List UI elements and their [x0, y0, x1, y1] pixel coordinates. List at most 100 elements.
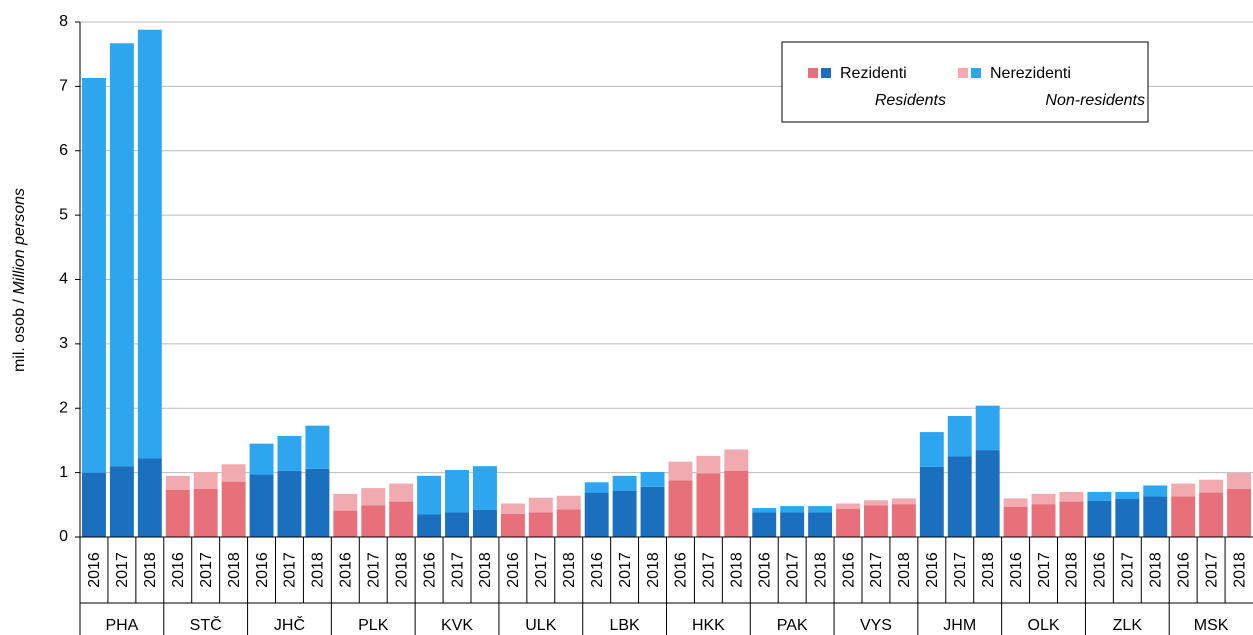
- bar-segment: [1087, 491, 1112, 501]
- y-label-cs: mil. osob /: [11, 299, 28, 372]
- bar-segment: [221, 464, 246, 482]
- x-tick-label: 2016: [1175, 552, 1192, 588]
- bar-segment: [473, 509, 497, 537]
- x-tick-label: 2018: [896, 552, 913, 588]
- bar-segment: [724, 470, 749, 537]
- bar-segment: [500, 513, 525, 537]
- x-tick-label: 2016: [673, 552, 690, 588]
- x-tick-label: 2017: [198, 552, 215, 588]
- bar-segment: [389, 501, 414, 537]
- group-label: PLK: [358, 617, 389, 634]
- x-tick-label: 2016: [170, 552, 187, 588]
- bar-segment: [249, 443, 274, 475]
- x-tick-label: 2017: [1036, 552, 1053, 588]
- y-tick-label: 0: [59, 528, 68, 545]
- bar-segment: [864, 505, 888, 537]
- bar-segment: [1059, 501, 1084, 537]
- bar-segment: [891, 504, 916, 537]
- bar-segment: [1059, 491, 1084, 502]
- x-tick-label: 2018: [1231, 552, 1248, 588]
- bar-segment: [249, 474, 274, 537]
- bar-segment: [1171, 483, 1196, 497]
- bar-segment: [528, 512, 553, 537]
- y-tick-label: 2: [59, 399, 68, 416]
- bar-segment: [752, 508, 777, 513]
- bar-segment: [947, 456, 972, 537]
- bar-segment: [1003, 498, 1028, 507]
- bar-segment: [137, 29, 162, 459]
- x-tick-label: 2018: [645, 552, 662, 588]
- bar-segment: [82, 78, 106, 473]
- bar-segment: [193, 471, 218, 489]
- y-axis-label: mil. osob / Million persons: [11, 188, 28, 372]
- group-label: MSK: [1194, 617, 1229, 634]
- y-tick-label: 4: [59, 271, 68, 288]
- group-label: OLK: [1028, 617, 1060, 634]
- group-label: ZLK: [1113, 617, 1143, 634]
- group-label: PAK: [777, 617, 808, 634]
- bar-segment: [333, 510, 358, 537]
- bar-segment: [417, 514, 442, 537]
- bar-segment: [109, 466, 134, 537]
- bar-segment: [137, 458, 162, 537]
- legend-box: [781, 41, 1149, 123]
- x-tick-label: 2017: [784, 552, 801, 588]
- bar-segment: [473, 466, 497, 510]
- y-label-en: Million persons: [11, 188, 28, 295]
- bar-segment: [808, 512, 833, 537]
- bar-segment: [277, 470, 302, 537]
- bar-segment: [612, 490, 637, 537]
- group-label: HKK: [692, 617, 725, 634]
- x-tick-label: 2018: [142, 552, 159, 588]
- x-tick-label: 2017: [701, 552, 718, 588]
- bar-segment: [891, 498, 916, 505]
- bar-segment: [836, 503, 860, 509]
- x-tick-label: 2017: [114, 552, 131, 588]
- bar-segment: [305, 468, 330, 537]
- bar-segment: [780, 512, 805, 537]
- legend-label-en: Residents: [875, 92, 946, 109]
- bar-segment: [696, 455, 721, 474]
- bar-segment: [277, 435, 302, 471]
- x-tick-label: 2016: [756, 552, 773, 588]
- x-tick-label: 2016: [338, 552, 355, 588]
- bar-segment: [1143, 496, 1168, 537]
- bar-segment: [668, 461, 693, 481]
- bar-segment: [82, 472, 106, 537]
- x-tick-label: 2016: [505, 552, 522, 588]
- bar-segment: [752, 512, 777, 537]
- bar-segment: [696, 473, 721, 537]
- x-tick-label: 2016: [86, 552, 103, 588]
- bar-segment: [1031, 493, 1056, 505]
- x-tick-label: 2016: [254, 552, 271, 588]
- bar-segment: [361, 488, 386, 506]
- legend-swatch: [808, 68, 818, 78]
- x-tick-label: 2018: [310, 552, 327, 588]
- bar-segment: [361, 505, 386, 537]
- x-tick-label: 2016: [589, 552, 606, 588]
- bar-segment: [975, 450, 1000, 537]
- x-tick-label: 2016: [840, 552, 857, 588]
- y-tick-label: 8: [59, 13, 68, 30]
- x-tick-label: 2018: [812, 552, 829, 588]
- bar-segment: [975, 405, 1000, 451]
- y-tick-label: 3: [59, 335, 68, 352]
- bar-segment: [556, 495, 581, 510]
- x-tick-label: 2016: [421, 552, 438, 588]
- legend-label: Nerezidenti: [990, 65, 1071, 82]
- bar-segment: [836, 508, 860, 537]
- bar-segment: [584, 492, 609, 537]
- bar-segment: [193, 488, 218, 537]
- bar-segment: [1031, 504, 1056, 537]
- bar-segment: [109, 43, 134, 467]
- x-tick-label: 2016: [1092, 552, 1109, 588]
- y-tick-label: 5: [59, 206, 68, 223]
- bar-segment: [1227, 488, 1251, 537]
- group-label: JHČ: [274, 615, 305, 634]
- bar-segment: [864, 500, 888, 506]
- bar-segment: [724, 449, 749, 471]
- bar-segment: [612, 475, 637, 491]
- x-tick-label: 2018: [393, 552, 410, 588]
- bar-segment: [668, 480, 693, 537]
